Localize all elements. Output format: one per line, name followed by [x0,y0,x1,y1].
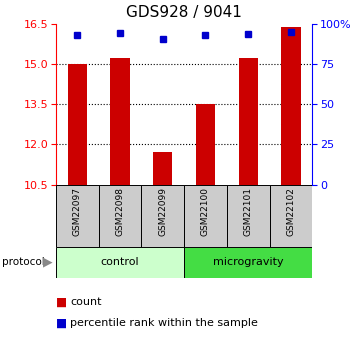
Text: ▶: ▶ [43,256,52,269]
Bar [227,185,270,247]
Bar [196,104,215,185]
Bar [184,247,312,278]
Text: protocol: protocol [2,257,44,267]
Bar [184,185,227,247]
Bar [56,185,99,247]
Text: microgravity: microgravity [213,257,283,267]
Bar [99,185,142,247]
Text: GSM22100: GSM22100 [201,187,210,236]
Bar [239,58,258,185]
Bar [153,152,172,185]
Text: count: count [70,297,102,307]
Text: GSM22102: GSM22102 [286,187,295,236]
Text: GSM22099: GSM22099 [158,187,167,236]
Text: GSM22098: GSM22098 [116,187,125,236]
Bar [56,247,184,278]
Bar [281,27,300,185]
Bar [110,58,130,185]
Bar [68,64,87,185]
Bar [270,185,312,247]
Text: ■: ■ [56,317,67,330]
Text: GSM22097: GSM22097 [73,187,82,236]
Text: control: control [101,257,139,267]
Text: ■: ■ [56,295,67,308]
Text: percentile rank within the sample: percentile rank within the sample [70,318,258,328]
Bar [142,185,184,247]
Text: GSM22101: GSM22101 [244,187,253,236]
Title: GDS928 / 9041: GDS928 / 9041 [126,5,242,20]
